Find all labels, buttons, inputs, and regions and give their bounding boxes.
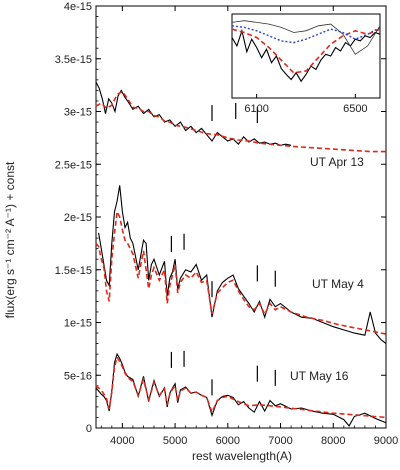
y-axis-title: flux(erg s⁻¹ cm⁻² A⁻¹) + const: [3, 161, 17, 318]
inset-model-thin-line: [231, 20, 381, 55]
observed-spectrum: [95, 81, 292, 146]
y-tick-label: 0: [86, 423, 92, 435]
x-tick-label: 7000: [268, 435, 292, 447]
x-axis-title: rest wavelength(A): [192, 449, 292, 463]
model-spectrum: [95, 208, 387, 335]
inset-frame: [231, 13, 381, 99]
y-tick-label: 2e-15: [64, 212, 92, 224]
y-tick-label: 1.5e-15: [55, 265, 92, 277]
x-tick-label: 9000: [374, 435, 398, 447]
inset-plot-area: 6100 6500: [231, 13, 381, 115]
inset-model-red-line: [231, 28, 381, 74]
main-plot-area: 0 5e-16 1e-15 1.5e-15 2e-15 2.5e-15 3e-15 3.5e-…: [55, 1, 399, 447]
epoch-label: UT May 4: [312, 277, 364, 291]
y-tick-label: 3.5e-15: [55, 54, 92, 66]
inset-x-tick-label: 6100: [244, 103, 268, 115]
inset-observed-line: [231, 28, 381, 83]
x-tick-label: 4000: [110, 435, 134, 447]
model-spectrum: [95, 90, 386, 153]
inset-model-blue-line: [231, 25, 381, 44]
observed-spectrum: [98, 185, 387, 345]
y-tick-label: 3e-15: [64, 107, 92, 119]
x-tick-label: 8000: [321, 435, 345, 447]
epoch-label: UT May 16: [290, 369, 349, 383]
x-tick-label: 6000: [216, 435, 240, 447]
y-tick-label: 4e-15: [64, 1, 92, 13]
y-tick-label: 1e-15: [64, 318, 92, 330]
y-tick-label: 2.5e-15: [55, 159, 92, 171]
y-tick-label: 5e-16: [64, 370, 92, 382]
epoch-label: UT Apr 13: [310, 155, 364, 169]
inset-x-tick-label: 6500: [343, 103, 367, 115]
model-spectrum: [95, 355, 387, 419]
x-tick-label: 5000: [163, 435, 187, 447]
